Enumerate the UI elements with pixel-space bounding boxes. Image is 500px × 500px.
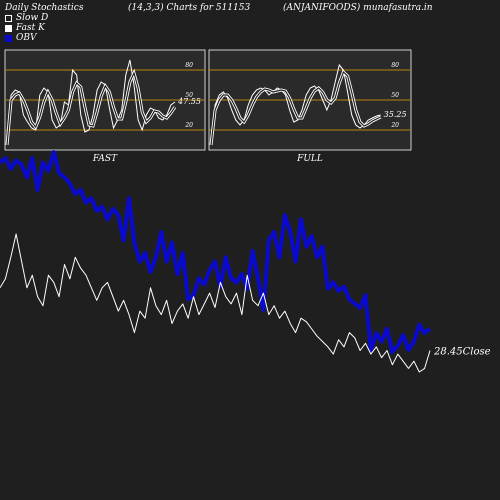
fast-fast-k-line [6, 59, 176, 146]
legend-swatch-obv [5, 34, 12, 42]
full-tick-label-20: 20 [390, 122, 399, 129]
fast-tick-label-20: 20 [184, 122, 193, 129]
full-slow-d-line [210, 70, 381, 146]
fast-tick-label-80: 80 [185, 62, 193, 69]
full-tick-label-80: 80 [391, 62, 399, 69]
legend-swatch-fast-k [5, 24, 12, 32]
close-last-value-label: 28.45Close [433, 347, 491, 358]
legend-label-fast-k: Fast K [16, 23, 45, 33]
legend-swatch-slow-d [5, 14, 12, 22]
legend: Slow D Fast K OBV [5, 13, 48, 43]
full-tick-label-50: 50 [391, 92, 399, 99]
legend-label-slow-d: Slow D [16, 13, 49, 23]
close-price-line [0, 233, 431, 373]
header-center: (14,3,3) Charts for 511153 [128, 3, 251, 13]
header-left: Daily Stochastics [5, 3, 84, 13]
header-right: (ANJANIFOODS) munafasutra.in [283, 3, 433, 13]
obv-line [0, 150, 432, 354]
legend-item-slow-d: Slow D [5, 13, 48, 23]
full-last-value-label: 35.25 [384, 110, 407, 119]
legend-label-obv: OBV [16, 33, 37, 43]
fast-tick-label-50: 50 [185, 92, 193, 99]
full-fast-k-line [210, 63, 381, 146]
fast-slow-d-line [6, 71, 176, 146]
legend-item-obv: OBV [5, 33, 48, 43]
full-panel-label: FULL [296, 154, 323, 164]
fast-panel-label: FAST [92, 154, 118, 164]
legend-item-fast-k: Fast K [5, 23, 48, 33]
fast-last-value-label: 47.55 [177, 97, 201, 106]
